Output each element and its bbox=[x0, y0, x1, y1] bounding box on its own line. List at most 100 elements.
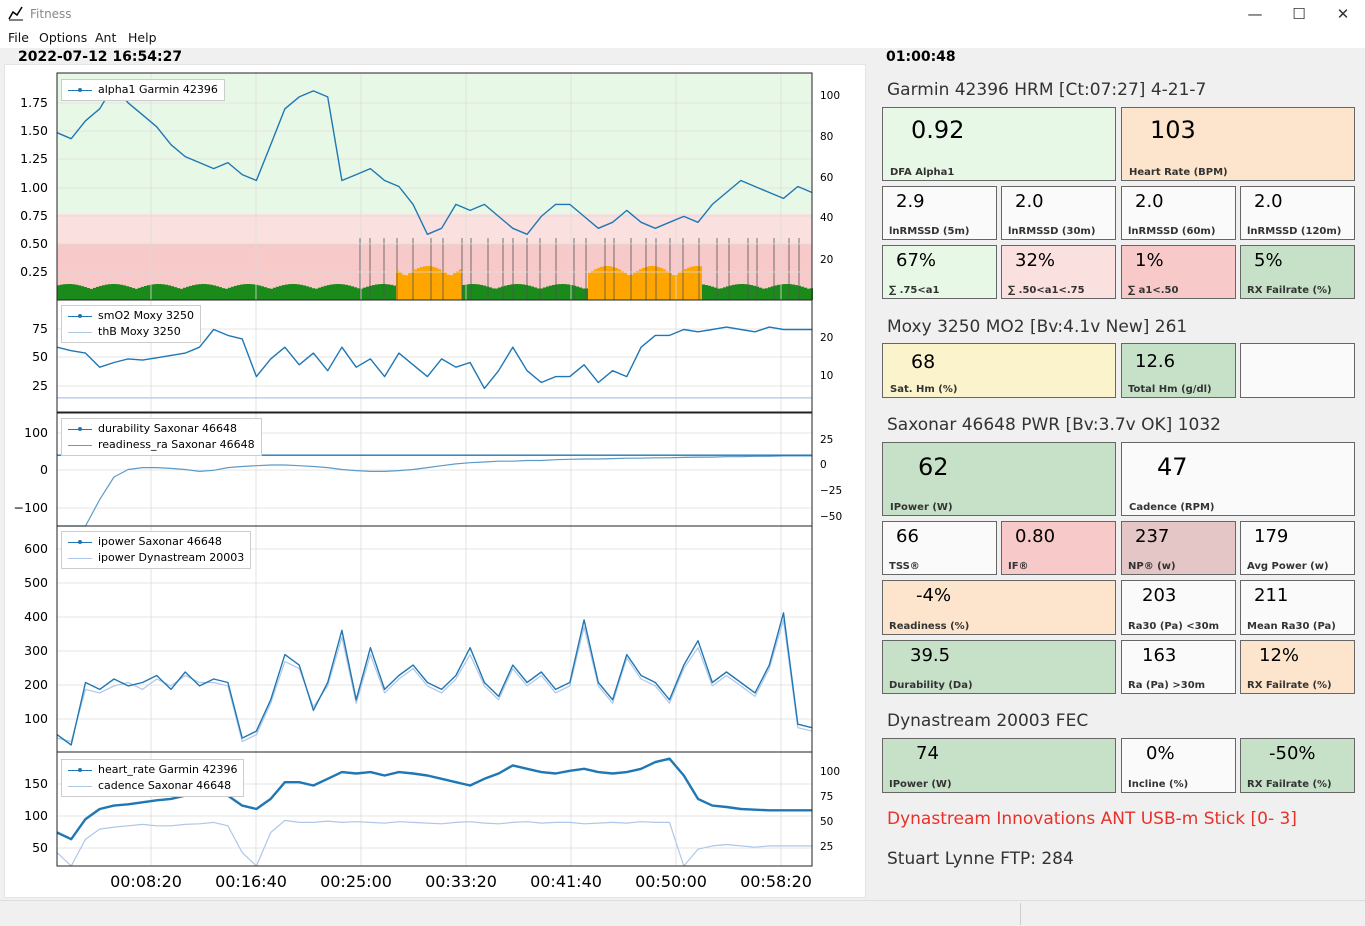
hr-zone-bar bbox=[273, 287, 276, 300]
hr-zone-bar bbox=[681, 270, 684, 300]
tile-sum-below-050: 1% ∑ a1<.50 bbox=[1121, 245, 1236, 299]
hr-zone-bar bbox=[348, 285, 351, 300]
tile-sum-050-075: 32% ∑ .50<a1<.75 bbox=[1001, 245, 1116, 299]
hr-zone-bar bbox=[402, 274, 405, 300]
hr-zone-bar bbox=[129, 287, 132, 300]
hr-zone-bar bbox=[654, 266, 657, 300]
hr-zone-bar bbox=[195, 284, 198, 300]
hr-zone-bar bbox=[780, 284, 783, 300]
y-tick: 100 bbox=[24, 425, 48, 440]
y-tick: 500 bbox=[24, 575, 48, 590]
hr-zone-bar bbox=[174, 287, 177, 300]
hr-zone-bar bbox=[228, 287, 231, 300]
window-titlebar: Fitness — ☐ ✕ bbox=[0, 0, 1365, 28]
menu-ant[interactable]: Ant bbox=[95, 30, 117, 45]
hr-zone-bar bbox=[591, 270, 594, 300]
hr-zone-bar bbox=[558, 284, 561, 300]
hr-zone-bar bbox=[801, 286, 804, 300]
legend-durability-label: durability Saxonar 46648 bbox=[98, 422, 238, 435]
legend-ipower-saxonar-label: ipower Saxonar 46648 bbox=[98, 535, 222, 548]
hr-zone-bar bbox=[735, 284, 738, 300]
hr-zone-bar bbox=[219, 287, 222, 300]
tile-empty bbox=[1240, 343, 1355, 398]
hr-zone-bar bbox=[132, 288, 135, 300]
hr-zone-bar bbox=[699, 266, 702, 300]
hr-zone-bar bbox=[408, 273, 411, 300]
minimize-button[interactable]: — bbox=[1247, 5, 1263, 23]
tile-sat-hm: 68 Sat. Hm (%) bbox=[882, 343, 1116, 398]
hr-zone-bar bbox=[474, 284, 477, 300]
window-title: Fitness bbox=[30, 7, 72, 21]
y2-tick: 10 bbox=[820, 370, 834, 382]
hr-zone-bar bbox=[231, 286, 234, 300]
hr-zone-bar bbox=[249, 284, 252, 300]
app-chart-icon bbox=[8, 6, 23, 21]
menu-options[interactable]: Options bbox=[39, 30, 88, 45]
athlete-ftp: Stuart Lynne FTP: 284 bbox=[887, 849, 1074, 869]
y-tick: 200 bbox=[24, 677, 48, 692]
hr-zone-bar bbox=[588, 272, 591, 300]
menu-bar: File Options Ant Help bbox=[0, 28, 1365, 48]
hr-zone-bar bbox=[708, 285, 711, 300]
hr-zone-bar bbox=[771, 286, 774, 300]
hr-zone-bar bbox=[324, 285, 327, 300]
y2-tick: 20 bbox=[820, 332, 834, 344]
menu-file[interactable]: File bbox=[8, 30, 29, 45]
tile-fec-ipower: 74 IPower (W) bbox=[882, 738, 1116, 793]
y-tick: 0 bbox=[40, 462, 48, 477]
hr-zone-bar bbox=[585, 288, 588, 300]
series-line-1-0 bbox=[56, 326, 812, 390]
hr-zone-bar bbox=[642, 267, 645, 300]
sensor-header-saxonar: Saxonar 46648 PWR [Bv:3.7v OK] 1032 bbox=[887, 415, 1221, 435]
hr-zone-bar bbox=[696, 266, 699, 300]
hr-zone-bar bbox=[543, 287, 546, 300]
maximize-button[interactable]: ☐ bbox=[1292, 5, 1306, 23]
y2-tick: 100 bbox=[820, 766, 841, 778]
hr-zone-bar bbox=[582, 288, 585, 300]
hr-zone-bar bbox=[513, 284, 516, 300]
hr-zone-bar bbox=[807, 288, 810, 300]
hr-zone-bar bbox=[489, 287, 492, 300]
hr-zone-bar bbox=[645, 266, 648, 300]
hr-zone-bar bbox=[477, 284, 480, 300]
y-tick: 50 bbox=[32, 840, 48, 855]
tile-durability: 39.5 Durability (Da) bbox=[882, 640, 1116, 694]
hr-zone-bar bbox=[459, 269, 462, 300]
status-bar bbox=[0, 900, 1365, 926]
hr-zone-bar bbox=[171, 286, 174, 300]
hr-zone-bar bbox=[258, 285, 261, 300]
tile-sum-above-075: 67% ∑ .75<a1 bbox=[882, 245, 997, 299]
hr-zone-bar bbox=[159, 284, 162, 300]
hr-zone-bar bbox=[804, 287, 807, 300]
chart-frame bbox=[56, 751, 813, 867]
legend-moxy: smO2 Moxy 3250 thB Moxy 3250 bbox=[61, 305, 201, 343]
tile-readiness: -4% Readiness (%) bbox=[882, 580, 1116, 635]
hr-zone-bar bbox=[798, 285, 801, 300]
hr-zone-bar bbox=[384, 284, 387, 300]
hr-zone-bar bbox=[426, 266, 429, 300]
hr-zone-bar bbox=[672, 275, 675, 300]
hr-zone-bar bbox=[156, 284, 159, 300]
tile-mean-ra30: 211 Mean Ra30 (Pa) bbox=[1240, 580, 1355, 635]
series-line-2-1 bbox=[57, 455, 812, 527]
hr-zone-bar bbox=[759, 287, 762, 300]
menu-help[interactable]: Help bbox=[128, 30, 157, 45]
hr-zone-bar bbox=[210, 284, 213, 300]
hr-zone-bar bbox=[522, 284, 525, 300]
hr-zone-bar bbox=[162, 284, 165, 300]
hr-zone-bar bbox=[333, 284, 336, 300]
hr-zone-bar bbox=[549, 285, 552, 300]
x-tick: 00:50:00 bbox=[635, 872, 707, 891]
hr-zone-bar bbox=[453, 273, 456, 300]
hr-zone-bar bbox=[369, 285, 372, 300]
hr-zone-bar bbox=[615, 267, 618, 300]
hr-zone-bar bbox=[726, 286, 729, 300]
hr-zone-bar bbox=[564, 284, 567, 300]
close-button[interactable]: ✕ bbox=[1336, 5, 1350, 23]
hr-zone-bars bbox=[57, 266, 813, 300]
hr-zone-bar bbox=[714, 287, 717, 300]
hr-zone-bar bbox=[483, 285, 486, 300]
hr-zone-bar bbox=[330, 284, 333, 300]
hr-zone-bar bbox=[663, 269, 666, 300]
hr-zone-bar bbox=[198, 284, 201, 300]
